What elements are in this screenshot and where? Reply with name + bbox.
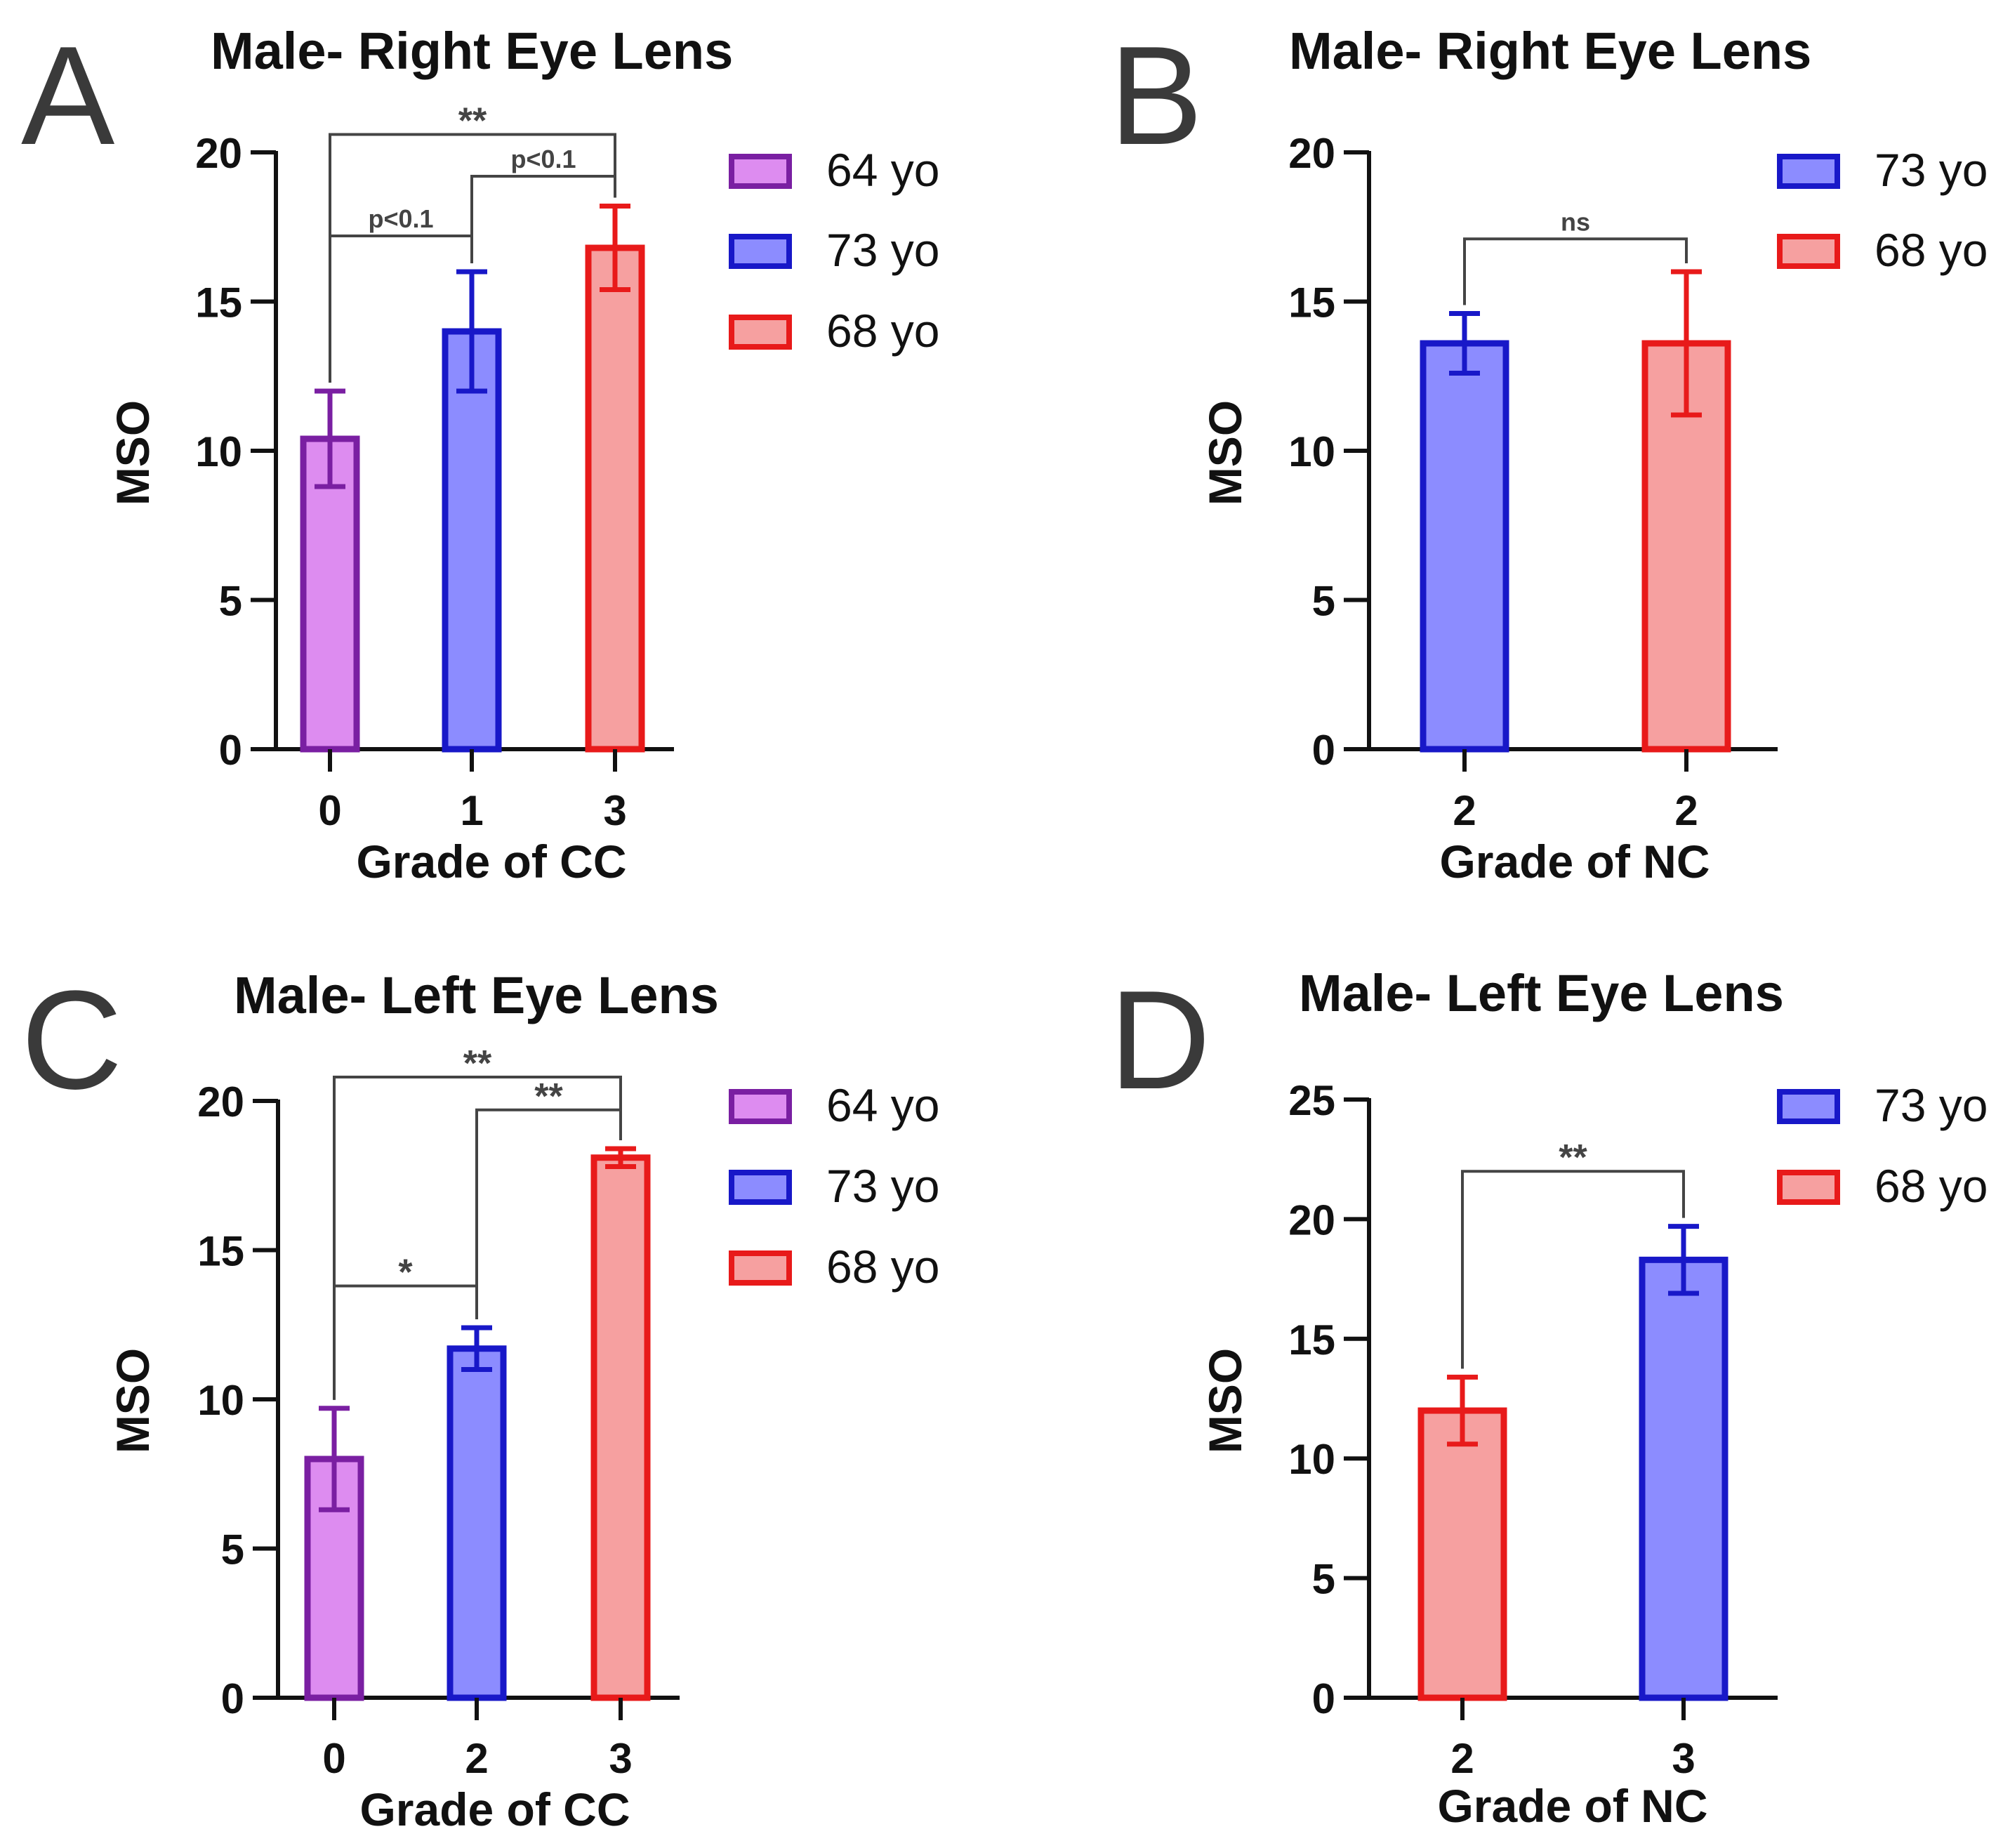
bar — [447, 1345, 507, 1701]
significance-label: p<0.1 — [368, 204, 433, 233]
significance-label: ns — [1561, 207, 1590, 236]
significance-label: p<0.1 — [510, 145, 576, 173]
significance-label: ** — [458, 101, 487, 142]
legend-label: 73 yo — [1875, 144, 1988, 196]
legend-label: 68 yo — [1875, 1160, 1988, 1212]
bar — [1420, 340, 1509, 753]
bar — [1641, 340, 1731, 753]
legend-label: 68 yo — [826, 1241, 939, 1293]
y-tick-label: 0 — [1312, 727, 1335, 774]
y-tick-label: 10 — [197, 1377, 244, 1424]
y-tick-label: 5 — [1312, 1556, 1335, 1603]
y-tick-label: 15 — [1288, 279, 1335, 326]
y-axis-label: MSO — [107, 400, 159, 506]
significance-bracket — [1461, 1170, 1685, 1369]
y-tick-label: 10 — [1288, 1436, 1335, 1483]
legend-swatch — [729, 1089, 792, 1124]
x-tick-label: 3 — [609, 1735, 632, 1782]
legend-swatch — [1777, 234, 1840, 269]
legend-swatch — [729, 315, 792, 350]
x-tick-label: 2 — [465, 1735, 488, 1782]
y-tick-label: 20 — [197, 1078, 244, 1126]
y-tick-label: 10 — [195, 428, 242, 475]
legend-swatch — [729, 154, 792, 189]
legend-label: 68 yo — [826, 305, 939, 357]
x-axis-label: Grade of NC — [1437, 1780, 1707, 1832]
chart-title: Male- Right Eye Lens — [1289, 22, 1811, 80]
significance-label: * — [398, 1253, 413, 1293]
y-tick-label: 5 — [221, 1526, 244, 1573]
chart-title: Male- Left Eye Lens — [234, 966, 719, 1024]
y-tick-label: 20 — [1288, 130, 1335, 177]
y-tick-label: 15 — [1288, 1316, 1335, 1364]
legend-swatch — [729, 234, 792, 269]
bar — [590, 1154, 651, 1701]
legend-label: 73 yo — [826, 224, 939, 276]
x-tick-label: 2 — [1450, 1735, 1474, 1782]
legend-swatch — [1777, 154, 1840, 189]
x-tick-label: 0 — [322, 1735, 345, 1782]
x-axis-label: Grade of CC — [359, 1783, 630, 1835]
y-tick-label: 25 — [1288, 1077, 1335, 1124]
legend-swatch — [729, 1250, 792, 1286]
x-tick-label: 2 — [1453, 787, 1476, 834]
chart-title: Male- Left Eye Lens — [1299, 964, 1784, 1022]
x-tick-label: 3 — [1672, 1735, 1695, 1782]
y-tick-label: 0 — [221, 1675, 244, 1722]
legend-label: 64 yo — [826, 1079, 939, 1131]
significance-label: ** — [463, 1043, 492, 1084]
significance-bracket — [1463, 237, 1688, 305]
bar — [1417, 1407, 1507, 1701]
x-tick-label: 0 — [318, 787, 341, 834]
y-tick-label: 15 — [195, 279, 242, 326]
significance-label: ** — [1559, 1137, 1587, 1178]
legend-swatch — [1777, 1089, 1840, 1124]
y-tick-label: 10 — [1288, 428, 1335, 475]
y-tick-label: 0 — [1312, 1675, 1335, 1722]
y-tick-label: 5 — [1312, 578, 1335, 625]
bar — [1639, 1256, 1728, 1701]
chart-title: Male- Right Eye Lens — [211, 22, 733, 80]
x-tick-label: 3 — [603, 787, 626, 834]
x-axis-label: Grade of NC — [1439, 836, 1710, 887]
panel-letter: A — [21, 18, 115, 174]
legend-label: 73 yo — [826, 1160, 939, 1212]
x-tick-label: 1 — [460, 787, 483, 834]
legend-swatch — [1777, 1170, 1840, 1205]
x-tick-label: 2 — [1674, 787, 1698, 834]
bar — [585, 244, 645, 753]
y-axis-label: MSO — [1199, 1348, 1251, 1453]
y-axis-label: MSO — [1199, 400, 1251, 506]
significance-label: ** — [534, 1076, 563, 1117]
panel-letter: B — [1109, 18, 1203, 174]
legend-label: 68 yo — [1875, 224, 1988, 276]
bar — [442, 328, 502, 753]
significance-bracket — [329, 133, 616, 383]
legend-label: 64 yo — [826, 144, 939, 196]
y-tick-label: 0 — [219, 727, 242, 774]
chart-panel-d: D Male- Left Eye Lens 0 5 10 15 20 25 MSO Grade o… — [1109, 962, 1988, 1832]
chart-panel-b: B Male- Right Eye Lens 0 5 10 15 20 MSO Grade of… — [1109, 18, 1988, 887]
y-tick-label: 5 — [219, 578, 242, 625]
legend-label: 73 yo — [1875, 1079, 1988, 1131]
panel-letter: D — [1109, 962, 1210, 1118]
x-axis-label: Grade of CC — [356, 836, 626, 887]
y-tick-label: 20 — [195, 130, 242, 177]
y-tick-label: 20 — [1288, 1196, 1335, 1243]
y-tick-label: 15 — [197, 1228, 244, 1275]
legend-swatch — [729, 1170, 792, 1205]
y-axis-label: MSO — [107, 1348, 159, 1453]
significance-bracket — [333, 1076, 622, 1400]
panel-letter: C — [21, 962, 122, 1118]
